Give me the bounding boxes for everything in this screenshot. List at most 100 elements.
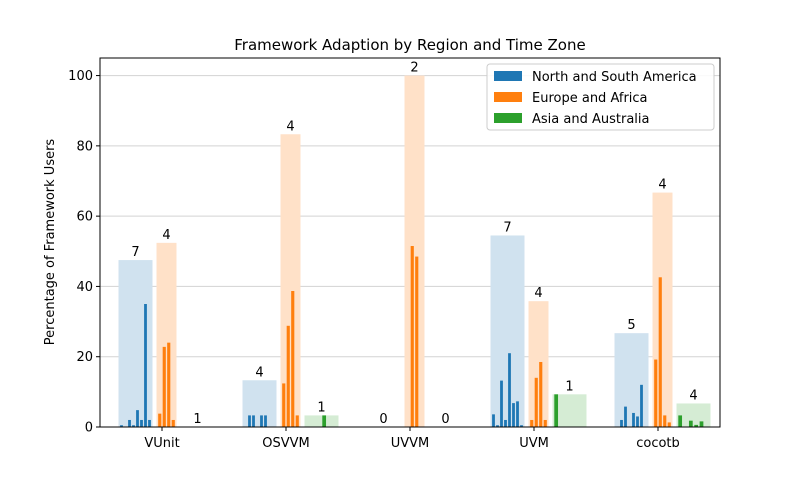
total-bar xyxy=(242,380,277,427)
timezone-bar xyxy=(678,415,683,427)
timezone-bar xyxy=(252,415,255,427)
timezone-bar xyxy=(534,377,538,427)
y-tick-label: 100 xyxy=(68,69,93,84)
count-label: 7 xyxy=(131,245,139,260)
total-bar xyxy=(156,242,177,427)
timezone-bar xyxy=(640,384,643,427)
timezone-bar xyxy=(282,383,286,427)
timezone-bar xyxy=(694,424,699,427)
timezone-bar xyxy=(688,420,693,427)
count-label: 7 xyxy=(503,220,511,235)
timezone-bar xyxy=(264,415,267,427)
total-bar xyxy=(676,403,711,427)
timezone-bar xyxy=(286,325,290,427)
legend-label: North and South America xyxy=(532,70,697,85)
count-label: 1 xyxy=(317,400,325,415)
timezone-bar xyxy=(500,380,503,427)
timezone-bar xyxy=(654,359,658,427)
timezone-bar xyxy=(120,425,123,427)
timezone-bar xyxy=(410,246,414,427)
timezone-bar xyxy=(512,403,515,427)
timezone-bar xyxy=(132,425,135,427)
count-label: 4 xyxy=(658,178,666,193)
count-label: 5 xyxy=(627,318,635,333)
count-label: 4 xyxy=(162,228,170,243)
timezone-bar xyxy=(492,414,495,427)
legend: North and South America Europe and Africa… xyxy=(486,63,715,131)
timezone-bar xyxy=(167,342,171,427)
total-bar xyxy=(280,134,301,427)
timezone-bar xyxy=(295,415,299,427)
total-bar xyxy=(304,415,339,427)
timezone-bar xyxy=(260,415,263,427)
timezone-bar xyxy=(504,419,507,427)
timezone-bar xyxy=(171,419,175,427)
x-tick-label: UVM xyxy=(519,436,549,451)
x-tick-label: OSVVM xyxy=(262,436,310,451)
count-label: 2 xyxy=(410,61,418,76)
timezone-bar xyxy=(624,406,627,427)
legend-swatch xyxy=(494,92,522,102)
timezone-bar xyxy=(128,419,131,427)
count-label: 4 xyxy=(286,119,294,134)
x-axis: VUnit OSVVM UVVM UVM cocotb xyxy=(144,427,680,451)
y-tick-label: 60 xyxy=(76,210,93,225)
count-label: 0 xyxy=(441,412,449,427)
total-bar xyxy=(118,260,153,427)
timezone-bar xyxy=(663,415,667,427)
count-label: 4 xyxy=(689,388,697,403)
timezone-bar xyxy=(158,413,162,427)
timezone-bar xyxy=(699,421,704,427)
legend-label: Europe and Africa xyxy=(532,91,648,106)
count-label: 4 xyxy=(534,286,542,301)
timezone-bar xyxy=(632,412,635,427)
timezone-bar xyxy=(516,401,519,427)
timezone-bar xyxy=(539,361,543,427)
timezone-bar xyxy=(620,419,623,427)
legend-swatch xyxy=(494,113,522,123)
timezone-bar xyxy=(415,256,419,427)
timezone-bar xyxy=(658,277,662,427)
timezone-bar xyxy=(667,422,671,427)
timezone-bar xyxy=(636,416,639,427)
count-label: 4 xyxy=(255,365,263,380)
total-bar xyxy=(652,192,673,427)
bars: 7 4 1 4 4 1 0 2 0 7 4 1 5 4 4 xyxy=(118,61,711,428)
y-axis-label: Percentage of Framework Users xyxy=(43,139,58,346)
legend-swatch xyxy=(494,71,522,81)
timezone-bar xyxy=(322,415,327,427)
x-tick-label: UVVM xyxy=(391,436,430,451)
y-tick-label: 40 xyxy=(76,280,93,295)
timezone-bar xyxy=(496,425,499,427)
timezone-bar xyxy=(162,346,166,427)
x-tick-label: cocotb xyxy=(636,436,680,451)
total-bar xyxy=(614,333,649,427)
timezone-bar xyxy=(543,419,547,427)
timezone-bar xyxy=(144,304,147,427)
timezone-bar xyxy=(136,410,139,427)
timezone-bar xyxy=(520,425,523,427)
timezone-bar xyxy=(291,290,295,427)
timezone-bar xyxy=(140,419,143,427)
timezone-bar xyxy=(248,415,251,427)
chart-title: Framework Adaption by Region and Time Zo… xyxy=(234,36,585,54)
total-bar xyxy=(490,235,525,427)
count-label: 1 xyxy=(193,412,201,427)
legend-label: Asia and Australia xyxy=(532,112,649,127)
y-tick-label: 20 xyxy=(76,350,93,365)
timezone-bar xyxy=(530,419,534,427)
total-bar xyxy=(528,301,549,427)
timezone-bar xyxy=(554,394,559,427)
count-label: 1 xyxy=(565,379,573,394)
timezone-bar xyxy=(508,353,511,427)
y-tick-label: 0 xyxy=(85,421,93,436)
total-bar xyxy=(404,75,425,428)
y-tick-label: 80 xyxy=(76,139,93,154)
y-axis: 0 20 40 60 80 100 xyxy=(68,69,100,436)
x-tick-label: VUnit xyxy=(144,436,179,451)
total-bar xyxy=(552,394,587,427)
count-label: 0 xyxy=(379,412,387,427)
legend-box xyxy=(486,63,715,131)
timezone-bar xyxy=(148,419,151,427)
